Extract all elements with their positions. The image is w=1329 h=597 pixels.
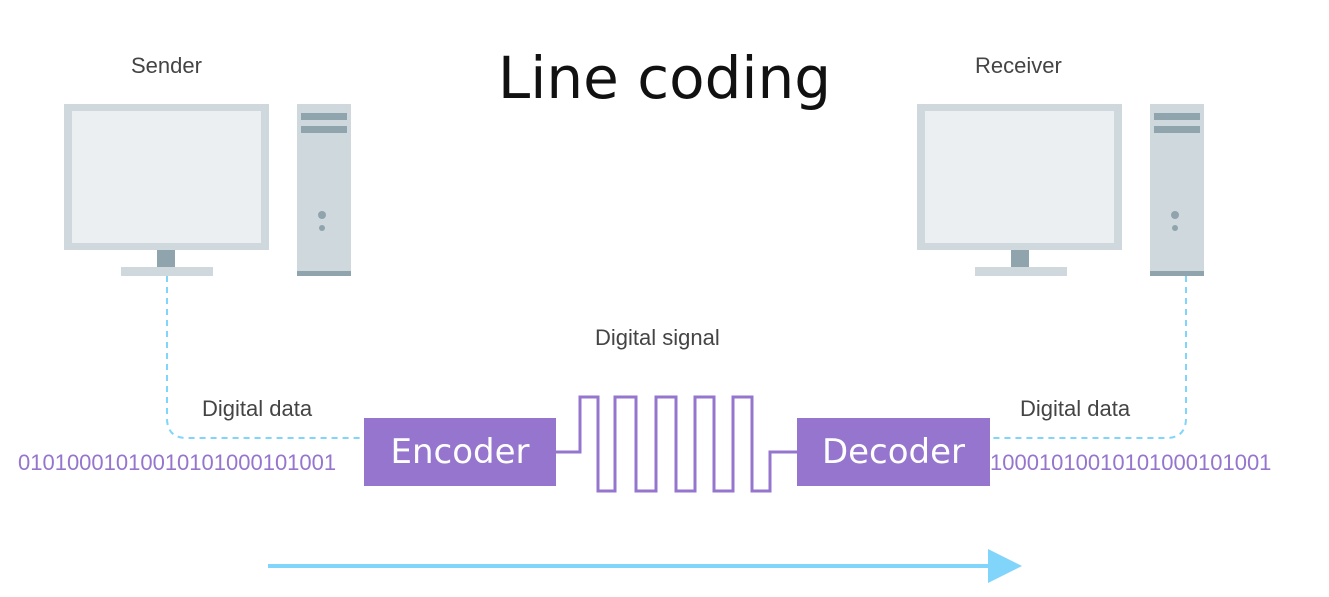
sender-label: Sender bbox=[131, 53, 202, 78]
diagram-title: Line coding bbox=[497, 44, 832, 112]
sender-dashed-connector bbox=[166, 276, 364, 439]
decoder-box: Decoder bbox=[797, 418, 990, 486]
left-digital-data-label: Digital data bbox=[202, 396, 313, 421]
right-digital-data-label: Digital data bbox=[1020, 396, 1131, 421]
digital-signal-label: Digital signal bbox=[595, 325, 720, 350]
left-bit-stream: 01010001010010101000101001 bbox=[18, 450, 337, 475]
receiver-label: Receiver bbox=[975, 53, 1062, 78]
digital-signal-waveform bbox=[556, 395, 797, 493]
receiver-computer-icon bbox=[917, 104, 1204, 276]
sender-computer-icon bbox=[64, 104, 351, 276]
decoder-label: Decoder bbox=[821, 432, 966, 472]
receiver-dashed-connector bbox=[990, 276, 1187, 439]
encoder-label: Encoder bbox=[390, 432, 530, 472]
encoder-box: Encoder bbox=[364, 418, 556, 486]
right-bit-stream: 10001010010101000101001 bbox=[990, 450, 1272, 475]
direction-arrow-icon bbox=[268, 549, 1022, 583]
